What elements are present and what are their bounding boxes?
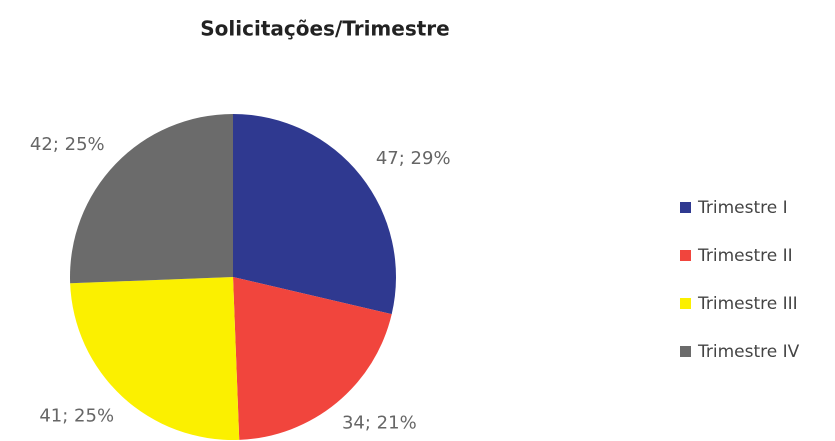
data-label: 41; 25% (39, 405, 114, 426)
pie-slice (233, 114, 396, 315)
legend-swatch (680, 298, 691, 309)
chart-title: Solicitações/Trimestre (200, 17, 449, 41)
legend-label: Trimestre I (697, 198, 788, 218)
legend-label: Trimestre IV (697, 342, 800, 362)
legend-swatch (680, 250, 691, 261)
data-label: 47; 29% (376, 148, 451, 169)
data-label: 34; 21% (342, 413, 417, 434)
pie-slice (70, 277, 240, 440)
legend-label: Trimestre II (697, 246, 793, 266)
pie-slice (233, 277, 392, 440)
legend-label: Trimestre III (697, 294, 798, 314)
data-label: 42; 25% (30, 134, 105, 155)
legend-swatch (680, 202, 691, 213)
legend-swatch (680, 346, 691, 357)
pie-slice (70, 114, 233, 284)
